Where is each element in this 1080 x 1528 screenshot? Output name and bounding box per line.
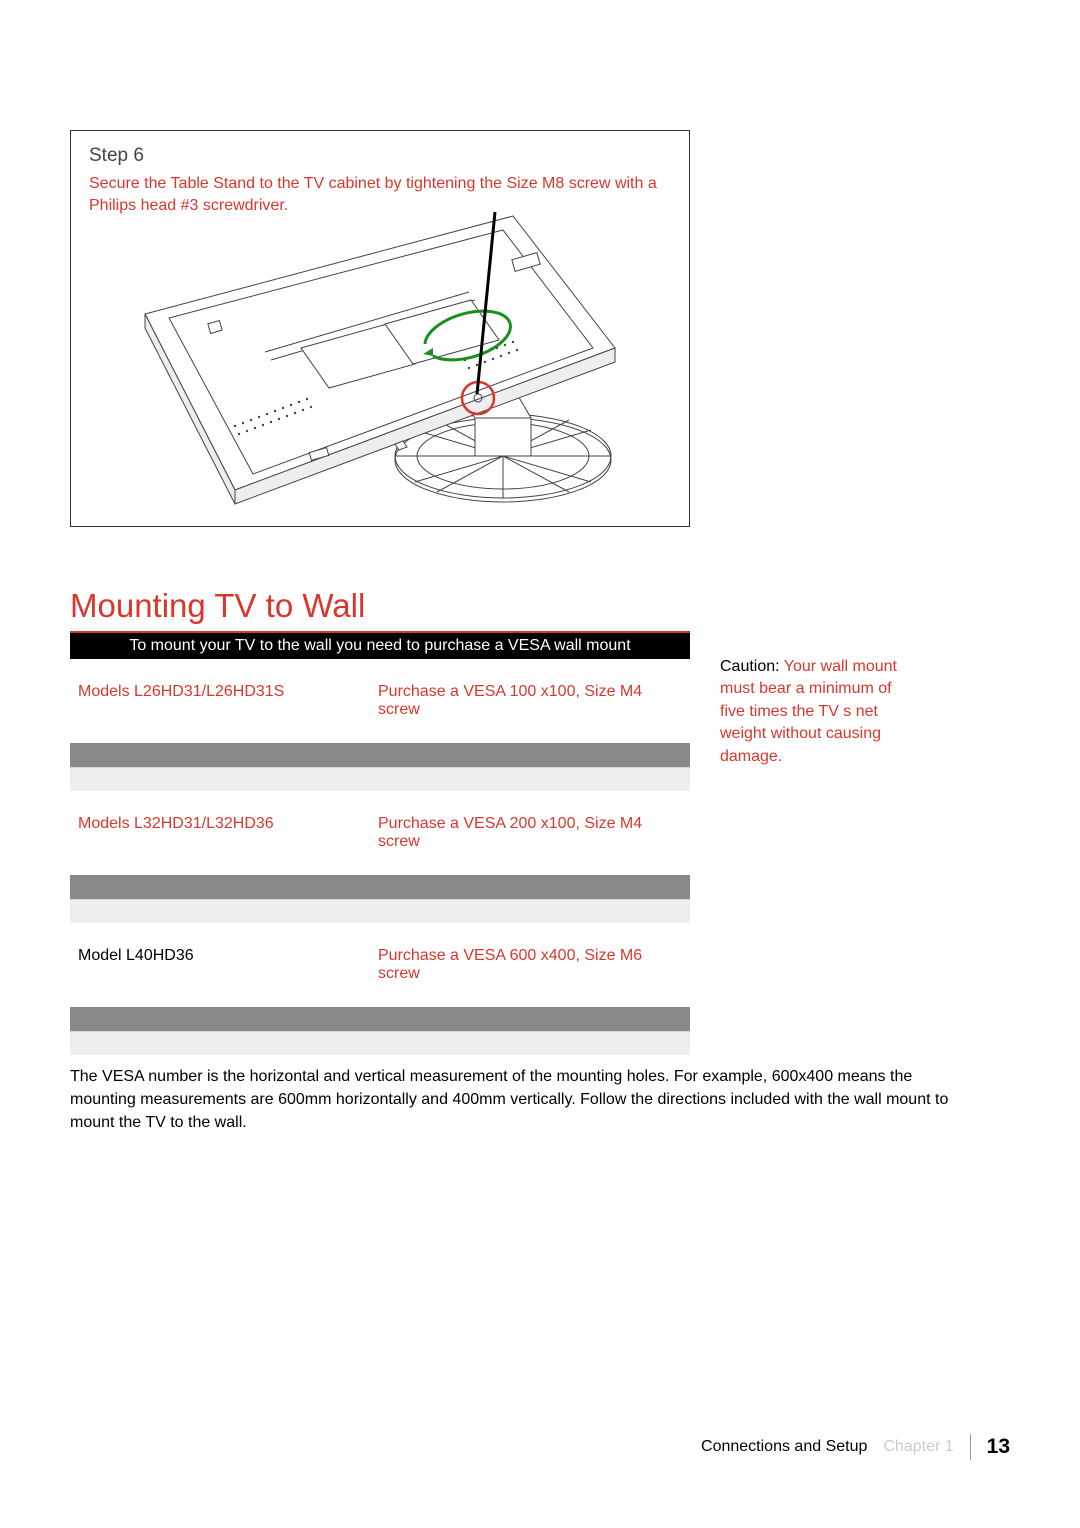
table-row: Models L26HD31/L26HD31S Purchase a VESA … xyxy=(70,659,690,743)
vesa-table-header: To mount your TV to the wall you need to… xyxy=(70,633,690,659)
vesa-note: The VESA number is the horizontal and ve… xyxy=(70,1065,950,1135)
step-title: Step 6 xyxy=(89,145,671,167)
model-cell: Models L32HD31/L32HD36 xyxy=(70,791,370,875)
tv-stand-diagram xyxy=(115,208,645,508)
footer-section: Connections and Setup xyxy=(701,1438,867,1456)
footer-page-number: 13 xyxy=(987,1435,1010,1459)
purchase-cell: Purchase a VESA 100 x100, Size M4 screw xyxy=(370,659,690,743)
step-instruction: Secure the Table Stand to the TV cabinet… xyxy=(89,173,671,218)
step-box: Step 6 Secure the Table Stand to the TV … xyxy=(70,130,690,527)
caution-box: Caution: Your wall mount must bear a min… xyxy=(720,656,910,768)
section-title: Mounting TV to Wall xyxy=(70,587,690,633)
footer-divider-icon xyxy=(970,1434,971,1460)
footer-chapter: Chapter 1 xyxy=(883,1438,953,1456)
table-row: Model L40HD36 Purchase a VESA 600 x400, … xyxy=(70,923,690,1007)
model-cell: Model L40HD36 xyxy=(70,923,370,1007)
purchase-cell: Purchase a VESA 600 x400, Size M6 screw xyxy=(370,923,690,1007)
table-row: Models L32HD31/L32HD36 Purchase a VESA 2… xyxy=(70,791,690,875)
model-cell: Models L26HD31/L26HD31S xyxy=(70,659,370,743)
purchase-cell: Purchase a VESA 200 x100, Size M4 screw xyxy=(370,791,690,875)
page-footer: Connections and Setup Chapter 1 13 xyxy=(701,1434,1010,1460)
vesa-table: Models L26HD31/L26HD31S Purchase a VESA … xyxy=(70,659,690,1055)
caution-label: Caution: xyxy=(720,658,780,675)
